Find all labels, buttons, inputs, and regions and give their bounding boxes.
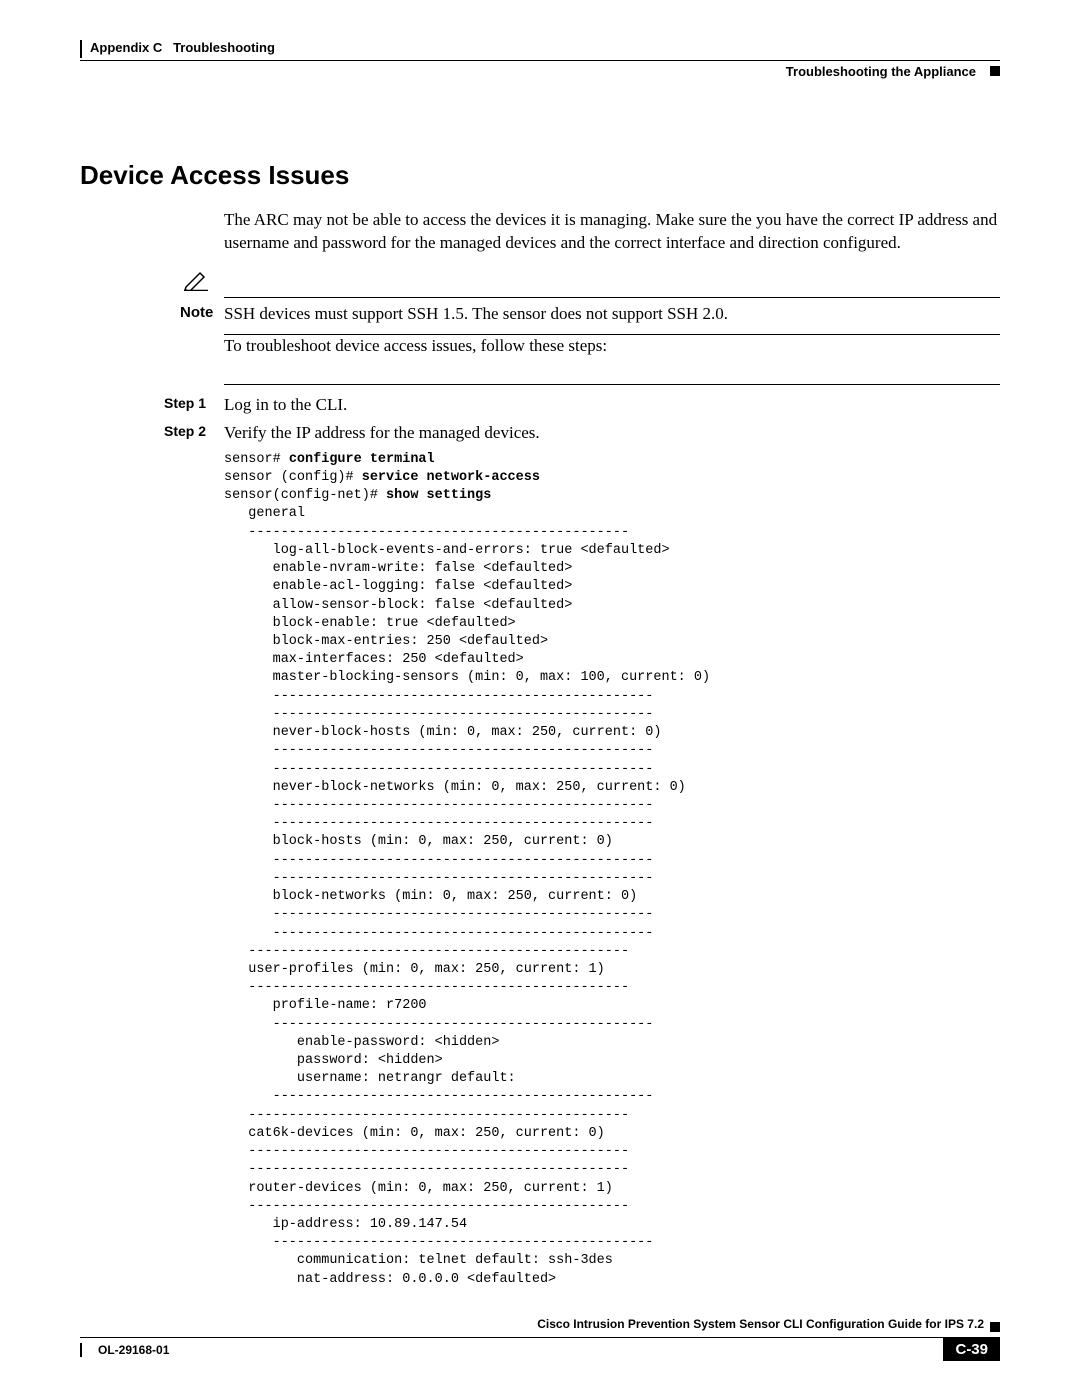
step-text: Log in to the CLI.	[224, 395, 347, 415]
note-block: Note SSH devices must support SSH 1.5. T…	[80, 271, 1000, 335]
steps-rule	[224, 384, 1000, 385]
cli-command: show settings	[386, 488, 491, 503]
footer-tick	[80, 1343, 84, 1357]
cli-prompt: sensor(config-net)#	[224, 488, 386, 503]
note-top-rule	[224, 297, 1000, 298]
appendix-label: Appendix C Troubleshooting	[90, 40, 275, 55]
header-square-icon	[990, 66, 1000, 76]
header-tick	[80, 40, 84, 58]
subheader-text: Troubleshooting the Appliance	[786, 64, 976, 79]
footer-left: OL-29168-01	[80, 1341, 169, 1359]
cli-output-body: general --------------------------------…	[224, 506, 710, 1286]
page-footer: Cisco Intrusion Prevention System Sensor…	[80, 1313, 1000, 1361]
page-number-badge: C-39	[943, 1338, 1000, 1361]
cli-prompt: sensor#	[224, 452, 289, 467]
cli-output: sensor# configure terminal sensor (confi…	[224, 451, 1000, 1289]
cli-command: configure terminal	[289, 452, 435, 467]
appendix-name: Appendix C	[90, 40, 162, 55]
footer-guide-title: Cisco Intrusion Prevention System Sensor…	[80, 1317, 984, 1331]
section-title: Device Access Issues	[80, 160, 1000, 191]
page-header: Appendix C Troubleshooting Troubleshooti…	[80, 40, 1000, 100]
intro-paragraph: The ARC may not be able to access the de…	[224, 209, 1000, 255]
cli-prompt: sensor (config)#	[224, 470, 362, 485]
footer-docnum: OL-29168-01	[98, 1343, 169, 1357]
step-row: Step 2 Verify the IP address for the man…	[80, 423, 1000, 443]
pencil-icon	[184, 271, 208, 291]
step-text: Verify the IP address for the managed de…	[224, 423, 540, 443]
note-label: Note	[180, 304, 224, 324]
step-label: Step 2	[164, 423, 224, 443]
step-label: Step 1	[164, 395, 224, 415]
cli-command: service network-access	[362, 470, 540, 485]
lead-in-text: To troubleshoot device access issues, fo…	[224, 335, 1000, 358]
footer-square-icon	[990, 1322, 1000, 1332]
chapter-name: Troubleshooting	[173, 40, 275, 55]
header-rule	[80, 60, 1000, 61]
note-text: SSH devices must support SSH 1.5. The se…	[224, 304, 728, 324]
step-row: Step 1 Log in to the CLI.	[80, 395, 1000, 415]
